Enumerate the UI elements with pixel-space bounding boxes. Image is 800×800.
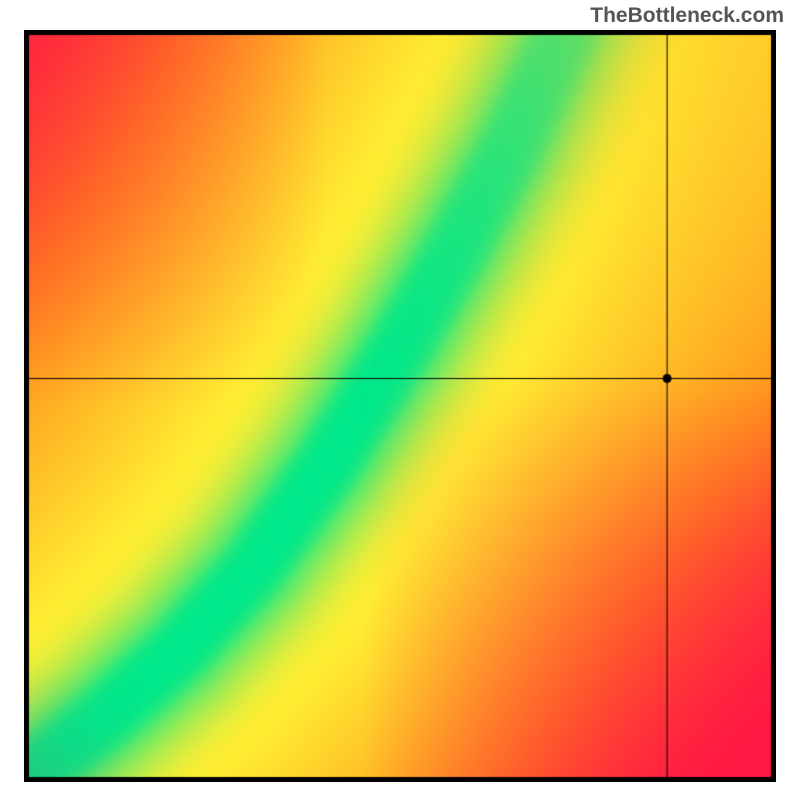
heatmap-plot (24, 30, 776, 782)
watermark-text: TheBottleneck.com (590, 4, 784, 28)
heatmap-canvas (24, 30, 776, 782)
